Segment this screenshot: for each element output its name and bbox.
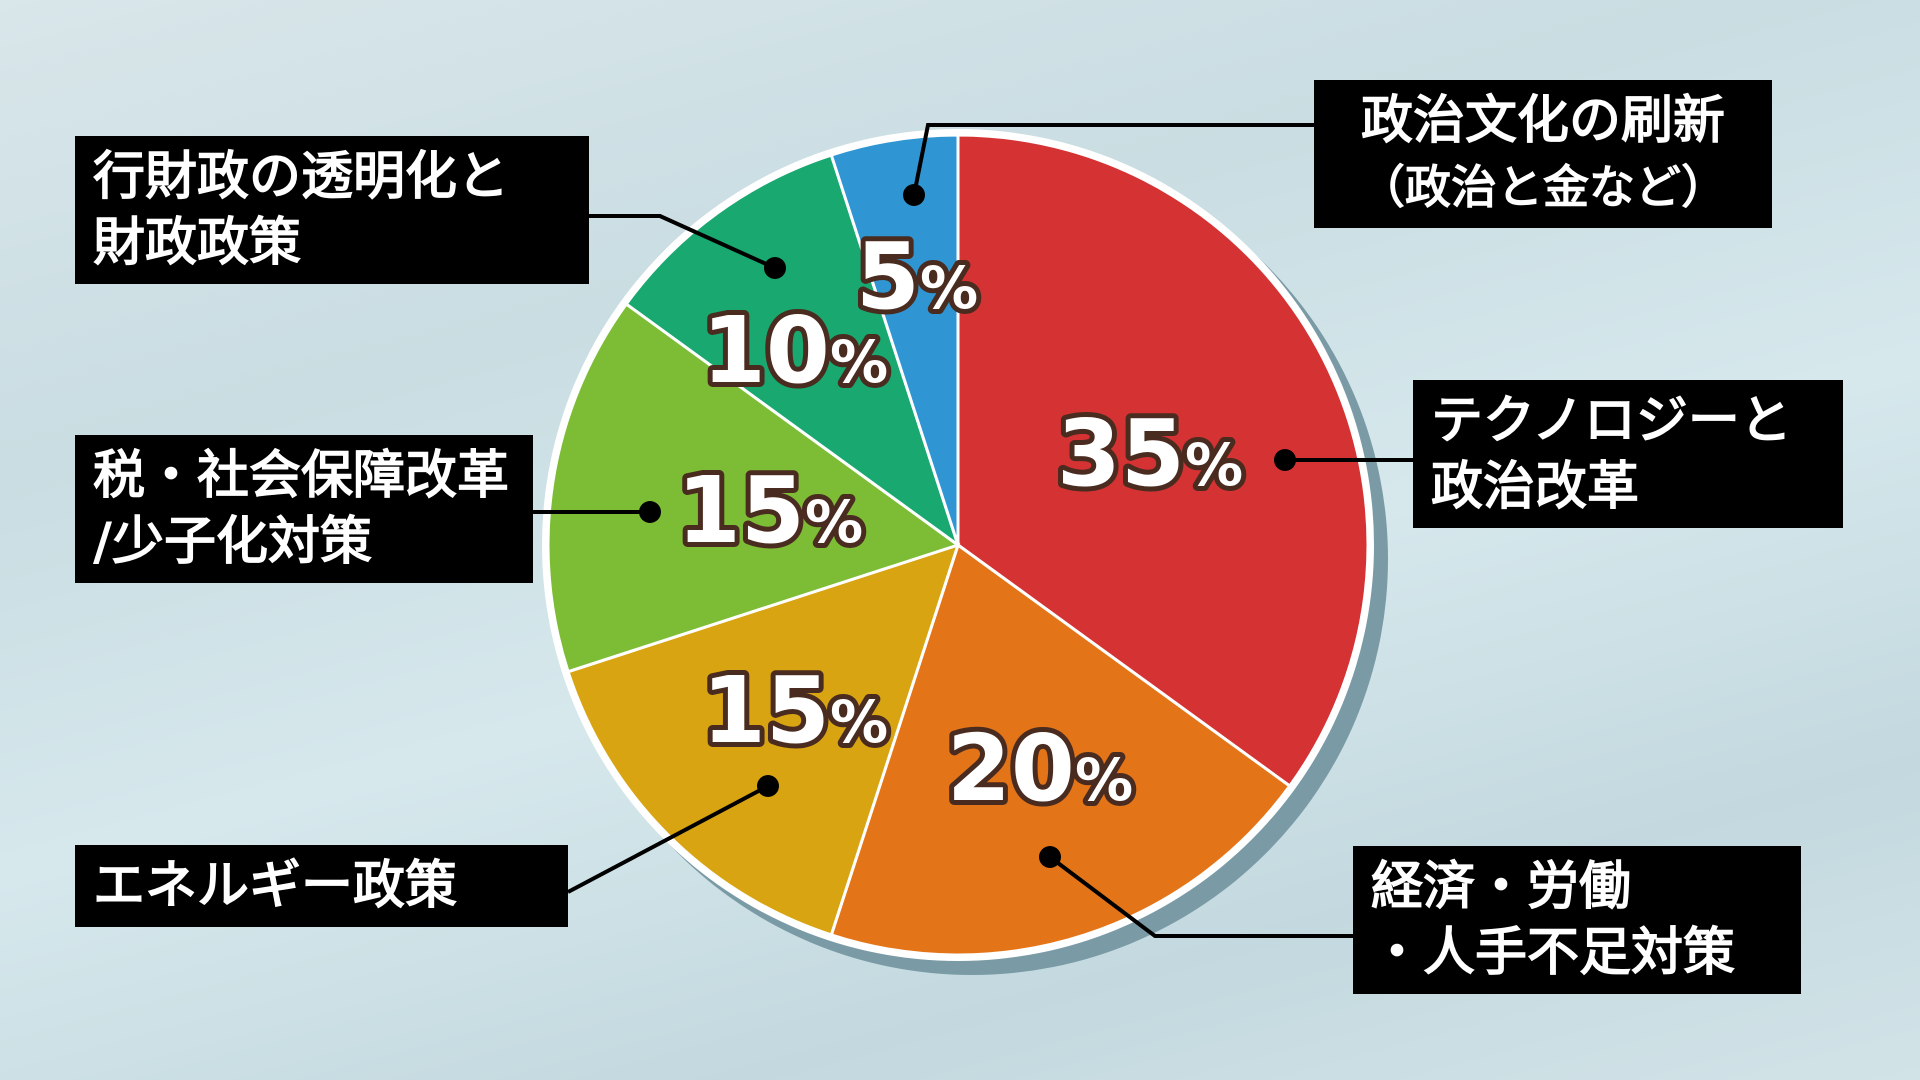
leader-dot-technology: [1274, 449, 1296, 471]
label-tax: 税・社会保障改革 /少子化対策: [75, 435, 533, 583]
leader-line-political-culture: [912, 123, 1314, 196]
leader-dot-political-culture: [903, 184, 925, 206]
label-technology-line1: テクノロジーと: [1431, 391, 1792, 451]
pct-label-economy: 20%: [947, 715, 1133, 822]
leader-dot-tax: [639, 501, 661, 523]
label-political-culture-line2: （政治と金など）: [1359, 160, 1727, 214]
pie-slice-technology: [956, 133, 1370, 789]
label-economy-line2: ・人手不足対策: [1371, 923, 1736, 983]
label-energy: エネルギー政策: [75, 845, 568, 927]
label-tax-line1: 税・社会保障改革: [93, 446, 510, 506]
pct-label-tax: 15%: [677, 457, 863, 564]
label-energy-line1: エネルギー政策: [93, 856, 458, 916]
leader-line-energy: [567, 784, 769, 894]
pie-slice-tax: [546, 301, 962, 674]
label-tax-line2: /少子化対策: [93, 512, 372, 572]
label-political-culture: 政治文化の刷新 （政治と金など）: [1314, 80, 1772, 228]
leader-line-economy: [1048, 855, 1353, 938]
label-political-culture-line1: 政治文化の刷新: [1360, 91, 1725, 151]
pct-label-technology: 35%: [1057, 400, 1243, 507]
pie-slice-political-culture: [829, 133, 960, 546]
label-finance-line1: 行財政の透明化と: [93, 147, 510, 207]
label-finance-line2: 財政政策: [93, 213, 302, 273]
pie-slice-energy: [566, 542, 961, 937]
pie-slice-economy: [829, 542, 1292, 957]
label-technology: テクノロジーと 政治改革: [1413, 380, 1843, 528]
pct-label-energy: 15%: [702, 657, 888, 764]
pct-label-finance: 10%: [702, 297, 888, 404]
label-technology-line2: 政治改革: [1431, 457, 1640, 517]
leader-dot-economy: [1039, 846, 1061, 868]
pct-label-political-culture: 5%: [856, 223, 978, 330]
leader-dot-finance: [764, 257, 786, 279]
label-economy-line1: 経済・労働: [1371, 857, 1632, 917]
label-economy: 経済・労働 ・人手不足対策: [1353, 846, 1801, 994]
pie-slice-finance: [624, 153, 961, 549]
leader-dot-energy: [757, 775, 779, 797]
leader-line-finance: [589, 214, 776, 270]
label-finance: 行財政の透明化と 財政政策: [75, 136, 589, 284]
